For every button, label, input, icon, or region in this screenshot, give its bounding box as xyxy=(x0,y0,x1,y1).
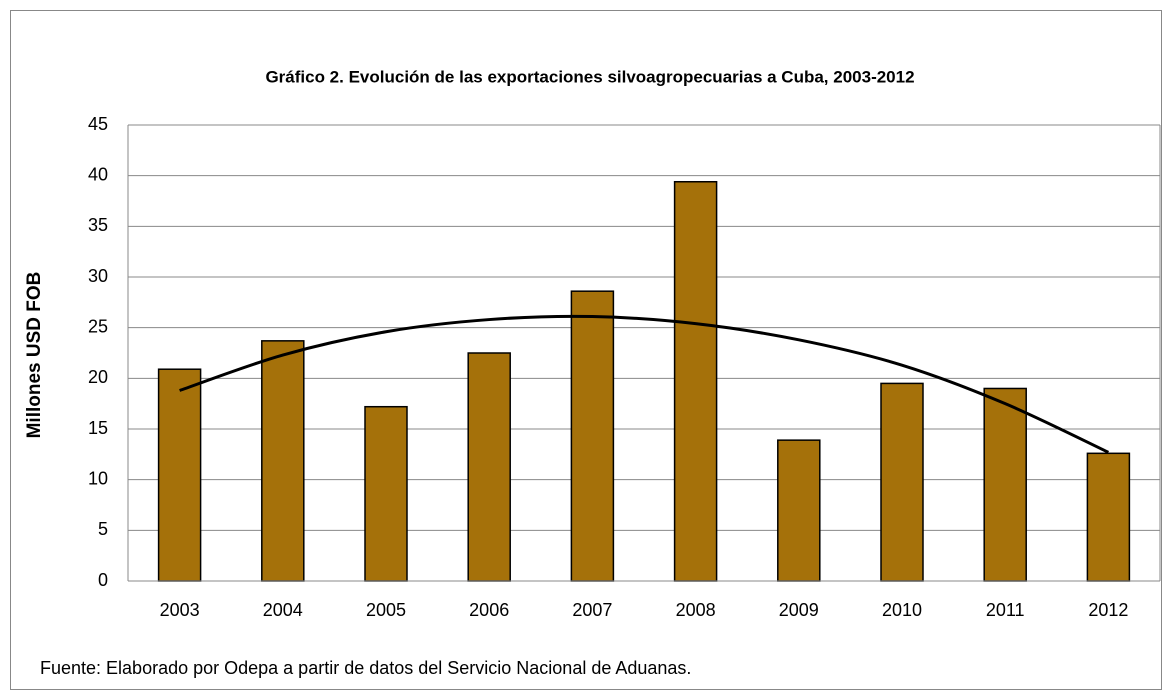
bar xyxy=(673,180,718,582)
x-tick-label: 2009 xyxy=(779,600,819,620)
x-tick-label: 2011 xyxy=(986,600,1025,620)
x-tick-label: 2006 xyxy=(469,600,509,620)
x-tick-label: 2003 xyxy=(160,600,200,620)
bar xyxy=(467,352,511,582)
bar xyxy=(261,340,305,582)
y-tick-label: 15 xyxy=(88,418,108,438)
y-tick-label: 45 xyxy=(88,114,108,134)
y-axis-label: Millones USD FOB xyxy=(24,272,45,439)
chart-title: Gráfico 2. Evolución de las exportacione… xyxy=(265,67,914,86)
bar xyxy=(880,382,924,582)
y-tick-label: 5 xyxy=(98,519,108,539)
x-tick-label: 2012 xyxy=(1088,600,1128,620)
y-tick-label: 30 xyxy=(88,266,108,286)
bar xyxy=(983,387,1027,582)
bar xyxy=(364,405,408,582)
bar xyxy=(570,290,615,582)
trend-line xyxy=(179,314,1110,454)
bar xyxy=(1086,452,1131,582)
y-tick-label: 20 xyxy=(88,367,108,387)
y-tick-label: 25 xyxy=(88,316,108,336)
bar xyxy=(157,368,202,582)
source-note: Fuente: Elaborado por Odepa a partir de … xyxy=(40,658,691,678)
y-tick-label: 10 xyxy=(88,468,108,488)
y-tick-label: 0 xyxy=(98,570,108,590)
y-tick-label: 35 xyxy=(88,215,108,235)
x-tick-label: 2007 xyxy=(572,600,612,620)
x-tick-label: 2005 xyxy=(366,600,406,620)
x-tick-label: 2010 xyxy=(882,600,922,620)
y-tick-label: 40 xyxy=(88,164,108,184)
x-tick-label: 2008 xyxy=(676,600,716,620)
x-tick-label: 2004 xyxy=(263,600,303,620)
bar xyxy=(777,439,821,582)
